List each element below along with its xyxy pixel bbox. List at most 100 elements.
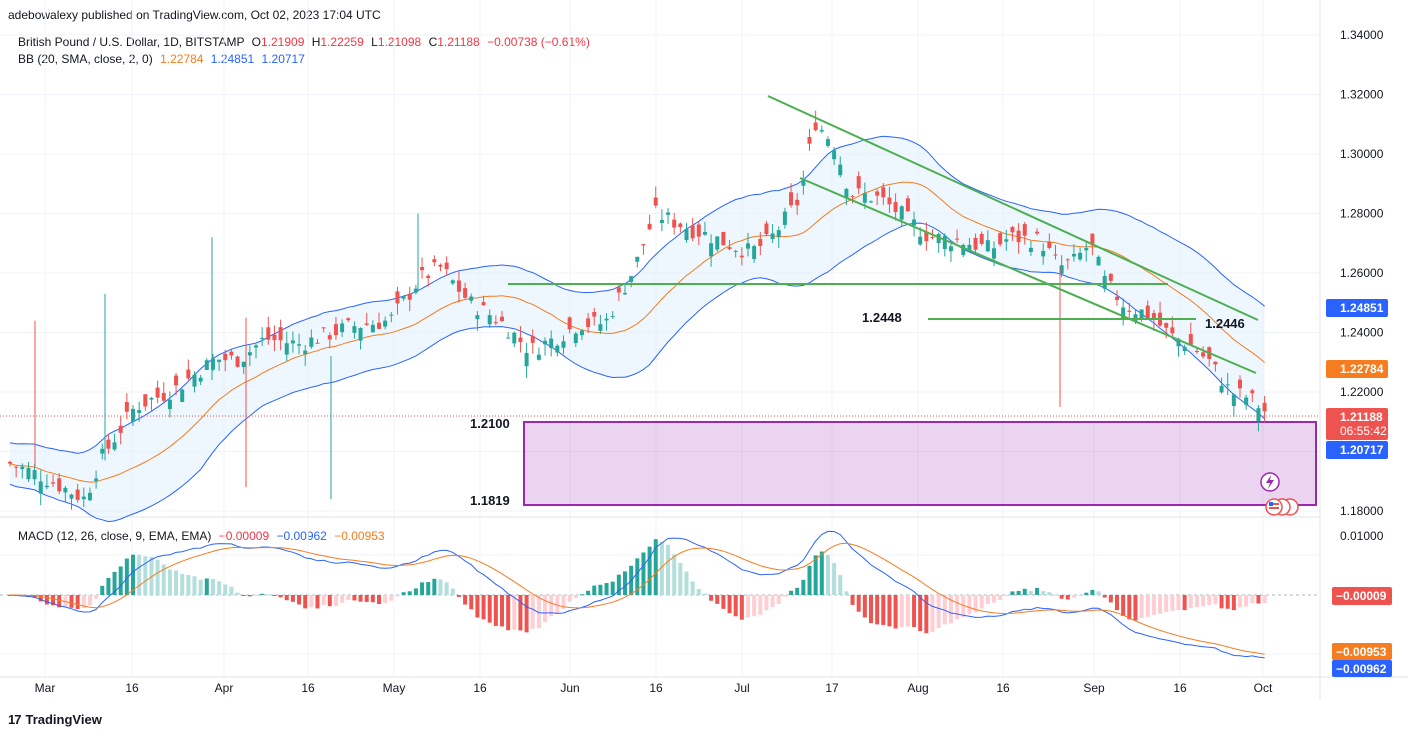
time-label: Apr [215,681,234,695]
macd-bar [1108,595,1113,603]
candle-up [635,256,640,268]
candle-down [678,222,683,233]
lightning-icon[interactable] [1260,472,1280,492]
macd-bar [610,581,615,595]
macd-hist-value: −0.00009 [218,529,270,543]
macd-bar [770,595,775,607]
macd-bar [1078,595,1083,596]
tradingview-footer[interactable]: 17 TradingView [8,712,102,727]
candle-up [137,401,142,422]
bb-legend[interactable]: BB (20, SMA, close, 2, 0) 1.22784 1.2485… [18,52,305,66]
macd-bar [463,595,468,605]
macd-bar [912,595,917,628]
candle-up [1084,242,1089,262]
candle-down [456,271,461,303]
macd-bar [413,588,418,595]
candle-up [450,279,455,286]
macd-bar [635,558,640,595]
candle-up [752,244,757,263]
level-label-b[interactable]: 1.2446 [1205,316,1245,331]
candle-up [942,233,947,257]
macd-bar [63,595,68,607]
lower-trendline[interactable] [799,177,1257,374]
candle-up [358,327,363,350]
macd-bar [51,595,56,606]
macd-bar [321,595,326,605]
macd-bar [598,584,603,595]
level-label-a[interactable]: 1.2448 [862,310,902,325]
candle-up [1256,405,1261,432]
candle-down [174,372,179,396]
macd-bar [438,579,443,595]
bb-basis-badge: 1.22784 [1326,360,1388,378]
macd-bar [801,579,806,595]
macd-bar [524,595,529,633]
macd-bar [1244,595,1249,607]
candle-down [1151,309,1156,331]
candle-up [604,313,609,331]
macd-bar [481,595,486,620]
candle-up [340,319,345,338]
candle-up [1182,344,1187,355]
macd-bar [875,595,880,625]
zone-bottom-label[interactable]: 1.1819 [470,493,510,508]
candle-up [1059,255,1064,278]
demand-zone[interactable] [523,421,1317,506]
macd-bar [377,595,381,604]
candle-up [746,232,750,257]
candle-up [1244,394,1249,410]
candle-down [118,415,123,445]
macd-bar [32,595,37,598]
macd-label: MACD (12, 26, close, 9, EMA, EMA) [18,529,212,543]
us-flag-icon[interactable] [1265,498,1299,516]
macd-bar [87,595,92,606]
macd-bar [782,595,787,597]
candle-up [610,311,615,319]
candle-down [444,256,449,276]
macd-bar [1102,595,1107,598]
macd-bar [543,595,548,623]
macd-legend[interactable]: MACD (12, 26, close, 9, EMA, EMA) −0.000… [18,529,385,543]
macd-bar [1127,595,1132,620]
tradingview-logo: 17 [8,712,22,727]
macd-bar [106,577,111,595]
candle-down [377,312,381,330]
macd-bar [155,559,160,595]
macd-bar [1071,595,1076,598]
candle-up [869,200,873,204]
macd-bar [825,554,830,595]
price-tick: 1.32000 [1340,88,1384,102]
bb-lower-line [9,222,1265,523]
macd-bar [303,595,308,609]
time-axis[interactable]: Mar 16 Apr 16 May 16 Jun 16 Jul 17 Aug 16 Sep 16 Oct [35,681,1273,695]
candle-down [1108,272,1113,285]
candle-down [696,221,701,246]
candle-up [1219,377,1224,394]
candle-up [819,125,824,134]
macd-bar [389,595,394,601]
macd-bar [850,595,855,605]
candle-down [75,483,80,503]
macd-bar [1022,588,1027,595]
macd-bar [1188,595,1193,609]
macd-bar [899,595,904,628]
zone-top-label[interactable]: 1.2100 [470,416,510,431]
candle-down [500,310,504,323]
candle-down [229,348,234,360]
macd-bar [217,581,222,595]
candle-down [1035,228,1040,236]
candle-down [789,183,794,208]
candle-down [14,465,19,478]
upper-trendline[interactable] [767,95,1259,321]
macd-bar [567,595,572,602]
symbol-name[interactable]: British Pound / U.S. Dollar, 1D, BITSTAM… [18,35,245,49]
candle-down [481,295,486,306]
bb-label: BB (20, SMA, close, 2, 0) [18,52,153,66]
candle-up [801,170,806,195]
candle-down [106,434,111,454]
candle-up [352,321,357,339]
last-price-badge: 1.21188 06:55:42 [1326,408,1388,440]
macd-bar [352,595,357,601]
candle-up [702,221,707,236]
